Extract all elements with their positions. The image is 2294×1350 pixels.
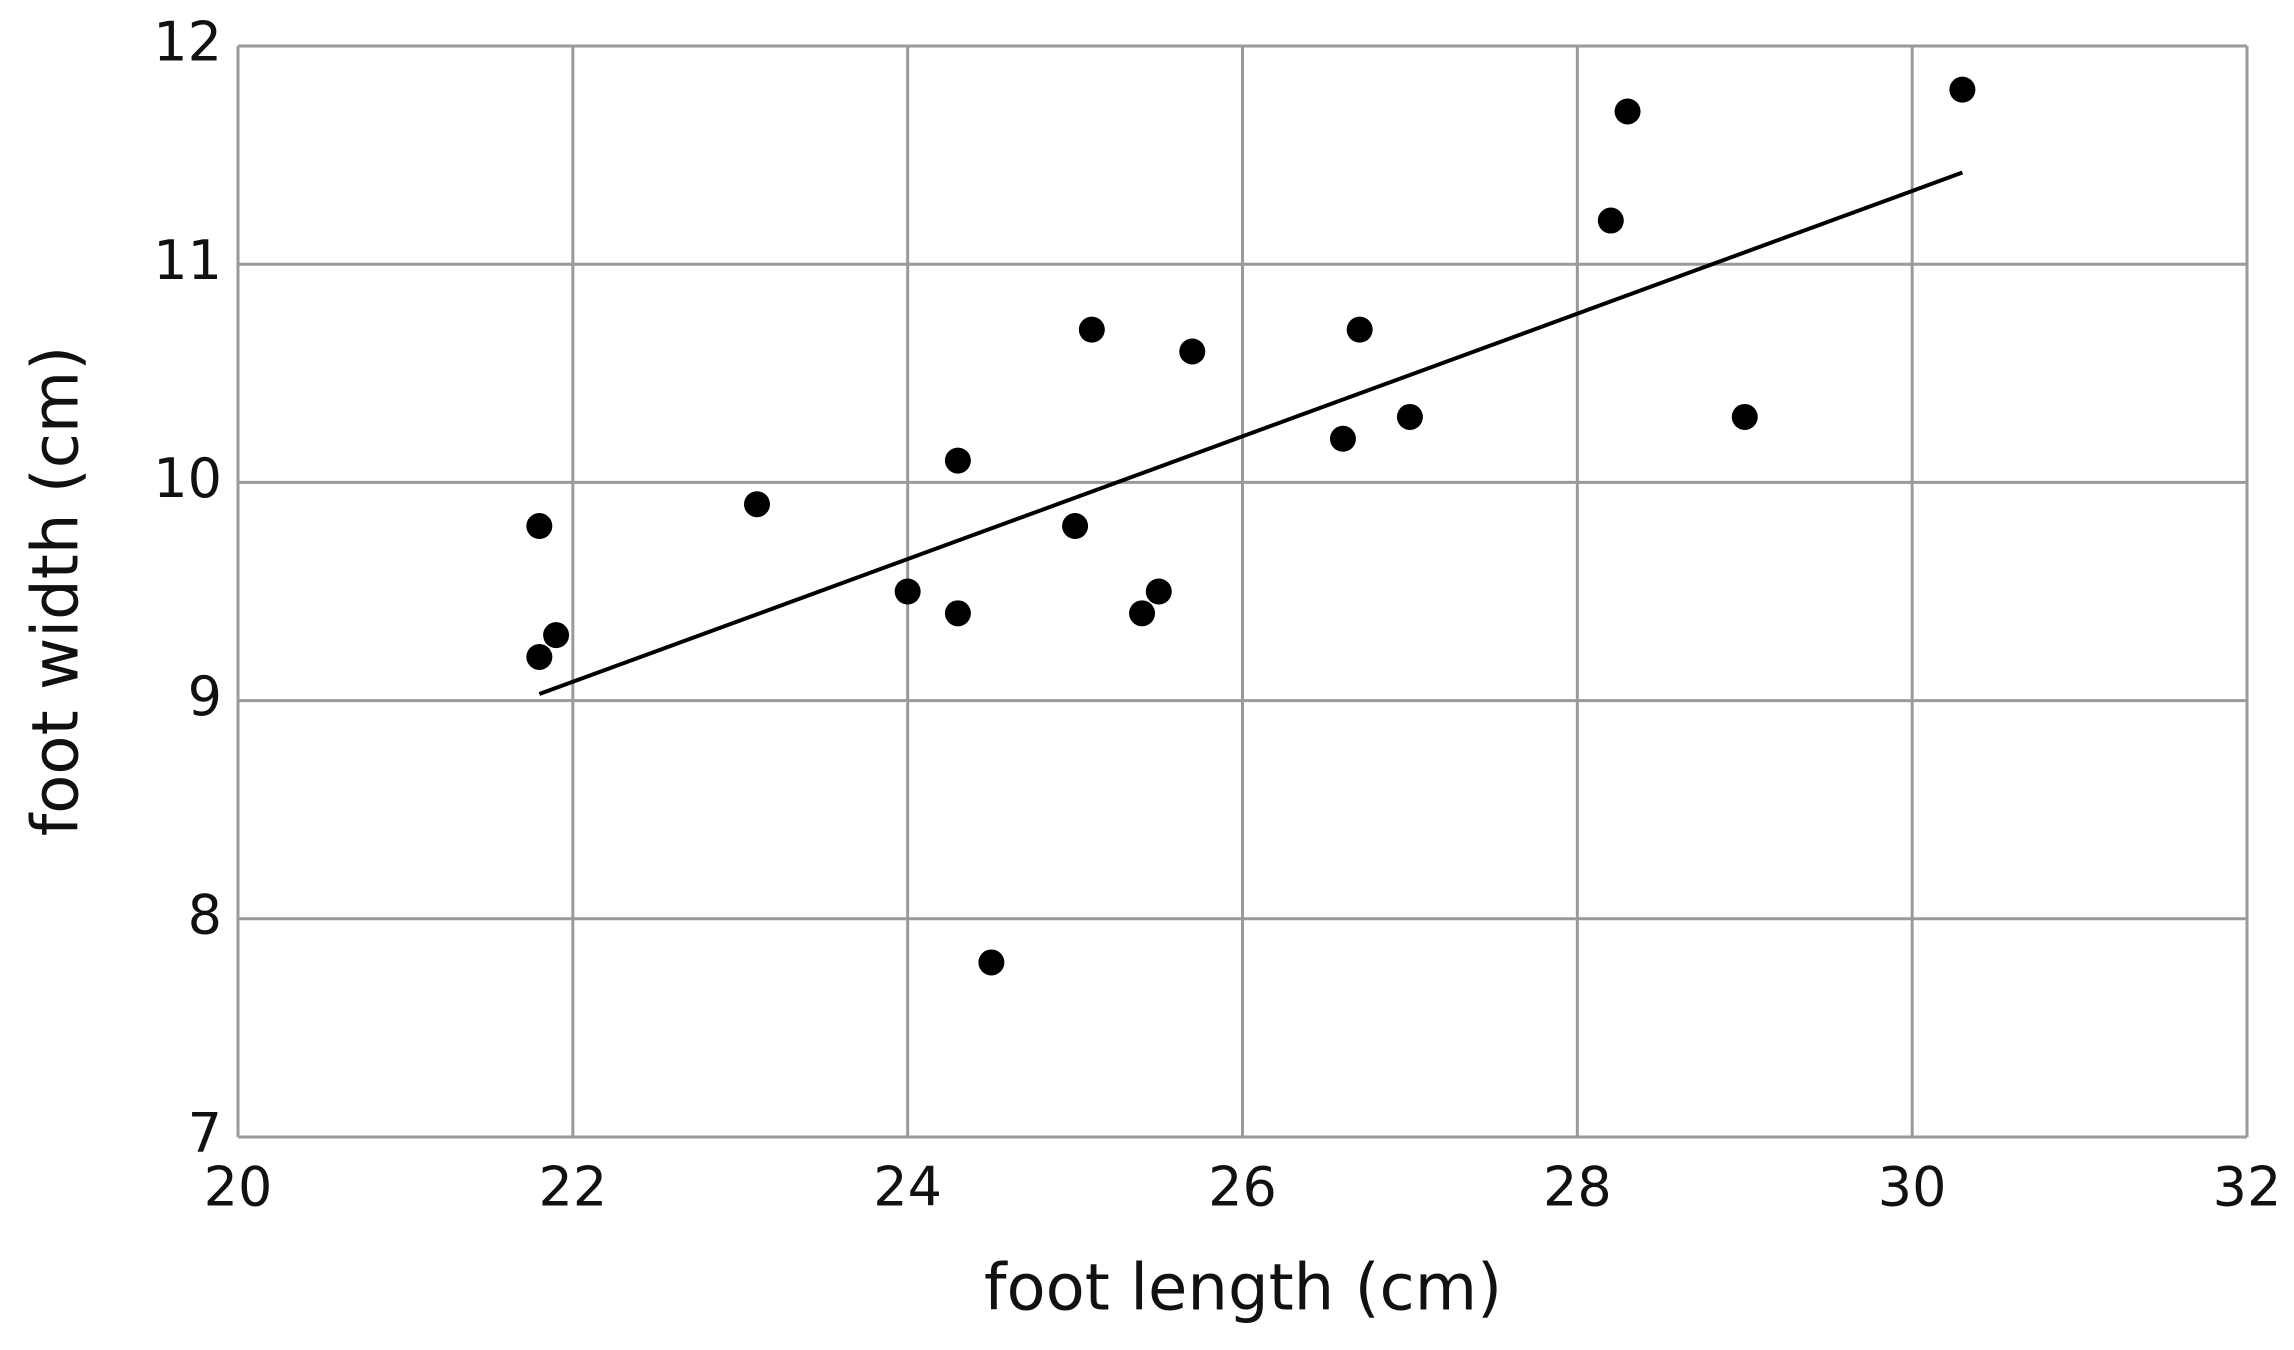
y-tick-label: 11 [153, 229, 222, 292]
point [526, 643, 553, 670]
point [743, 491, 770, 518]
trend-line [538, 170, 1964, 696]
point [944, 447, 971, 474]
point [1396, 403, 1423, 430]
y-tick-label: 7 [188, 1102, 222, 1165]
point [526, 513, 553, 540]
x-tick-label: 32 [2213, 1156, 2282, 1219]
point [1329, 425, 1356, 452]
y-tick-label: 9 [188, 665, 222, 728]
y-axis-label: foot width (cm) [20, 346, 94, 837]
x-tick-label: 20 [204, 1156, 273, 1219]
point [944, 600, 971, 627]
point [1179, 338, 1206, 365]
y-tick-label: 12 [153, 11, 222, 74]
point [1614, 98, 1641, 125]
point [894, 578, 921, 605]
point [1145, 578, 1172, 605]
point [1597, 207, 1624, 234]
point [1078, 316, 1105, 343]
point [1949, 76, 1976, 103]
point [978, 949, 1005, 976]
point [1346, 316, 1373, 343]
x-axis-label: foot length (cm) [984, 1252, 1502, 1326]
x-tick-label: 28 [1543, 1156, 1612, 1219]
y-tick-label: 10 [153, 447, 222, 510]
point [1129, 600, 1156, 627]
point [543, 622, 570, 649]
point [1731, 403, 1758, 430]
x-tick-label: 22 [538, 1156, 607, 1219]
x-tick-label: 24 [873, 1156, 942, 1219]
x-tick-label: 30 [1878, 1156, 1947, 1219]
x-tick-label: 26 [1208, 1156, 1277, 1219]
point [1062, 513, 1089, 540]
y-tick-label: 8 [188, 883, 222, 946]
